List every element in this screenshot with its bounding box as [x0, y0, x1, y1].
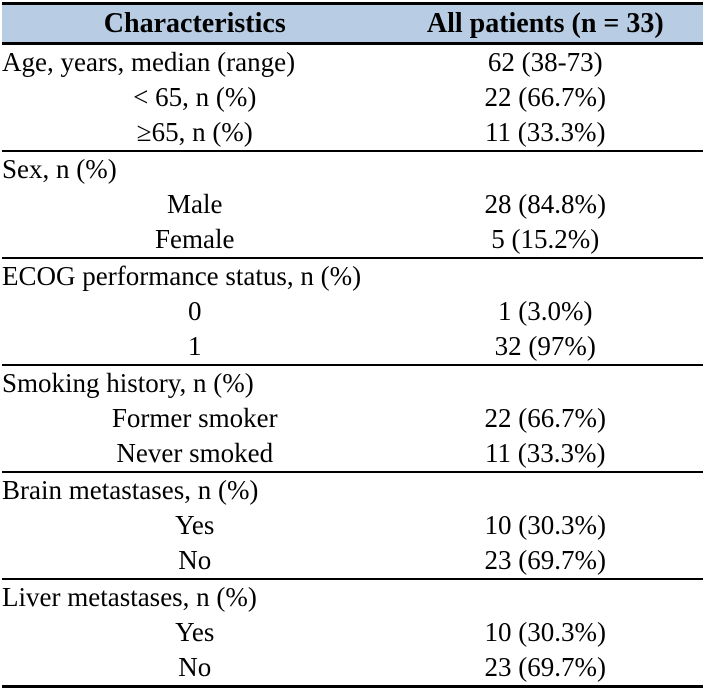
row-value: 62 (38-73) [487, 47, 603, 77]
row-label: Brain metastases, n (%) [2, 475, 259, 505]
table-row: Former smoker 22 (66.7%) [2, 401, 703, 436]
table-row: 1 32 (97%) [2, 329, 703, 366]
row-label: Sex, n (%) [2, 154, 117, 184]
row-value [388, 151, 703, 187]
row-value [388, 258, 703, 294]
table-row: Female 5 (15.2%) [2, 222, 703, 259]
table-row: Male 28 (84.8%) [2, 187, 703, 222]
row-value [388, 365, 703, 401]
row-label: No [2, 650, 388, 688]
row-label: Yes [175, 510, 215, 540]
row-value: 11 (33.3%) [387, 436, 703, 473]
row-value: 10 (30.3%) [484, 617, 607, 647]
row-label: Female [2, 222, 388, 259]
table-row: Smoking history, n (%) [2, 365, 703, 401]
row-value: 11 (33.3%) [387, 115, 703, 152]
row-label: Yes [175, 617, 215, 647]
table-row: 0 1 (3.0%) [2, 294, 703, 329]
table-row: No 23 (69.7%) [2, 543, 703, 580]
row-value: 22 (66.7%) [484, 403, 607, 433]
row-value: 22 (66.7%) [484, 82, 607, 112]
row-value [388, 579, 703, 615]
row-label: ECOG performance status, n (%) [2, 261, 362, 291]
table-row: Yes 10 (30.3%) [2, 508, 703, 543]
header-characteristics: Characteristics [2, 2, 388, 45]
row-value: 1 (3.0%) [498, 296, 593, 326]
row-value: 10 (30.3%) [484, 510, 607, 540]
table-row: No 23 (69.7%) [2, 650, 703, 688]
row-label: Never smoked [2, 436, 388, 473]
patient-characteristics-table: Characteristics All patients (n = 33) Ag… [2, 2, 703, 688]
table-row: ECOG performance status, n (%) [2, 258, 703, 294]
row-value: 28 (84.8%) [484, 189, 607, 219]
row-value: 23 (69.7%) [387, 543, 703, 580]
row-label: 0 [188, 296, 202, 326]
table-row: < 65, n (%) 22 (66.7%) [2, 80, 703, 115]
table-row: Never smoked 11 (33.3%) [2, 436, 703, 473]
table-row: Yes 10 (30.3%) [2, 615, 703, 650]
header-all-patients: All patients (n = 33) [387, 2, 703, 45]
row-value [388, 472, 703, 508]
row-value: 32 (97%) [387, 329, 703, 366]
table-row: Liver metastases, n (%) [2, 579, 703, 615]
row-label: Age, years, median (range) [2, 47, 296, 77]
row-label: ≥65, n (%) [2, 115, 388, 152]
table-row: ≥65, n (%) 11 (33.3%) [2, 115, 703, 152]
row-label: < 65, n (%) [133, 82, 257, 112]
row-label: No [2, 543, 388, 580]
table-header-row: Characteristics All patients (n = 33) [2, 2, 703, 45]
row-label: Smoking history, n (%) [2, 368, 254, 398]
row-label: Male [167, 189, 223, 219]
row-value: 23 (69.7%) [387, 650, 703, 688]
table-row: Brain metastases, n (%) [2, 472, 703, 508]
row-label: 1 [2, 329, 388, 366]
table-row: Sex, n (%) [2, 151, 703, 187]
table-row: Age, years, median (range) 62 (38-73) [2, 44, 703, 81]
row-label: Liver metastases, n (%) [2, 582, 257, 612]
row-value: 5 (15.2%) [387, 222, 703, 259]
row-label: Former smoker [111, 403, 278, 433]
